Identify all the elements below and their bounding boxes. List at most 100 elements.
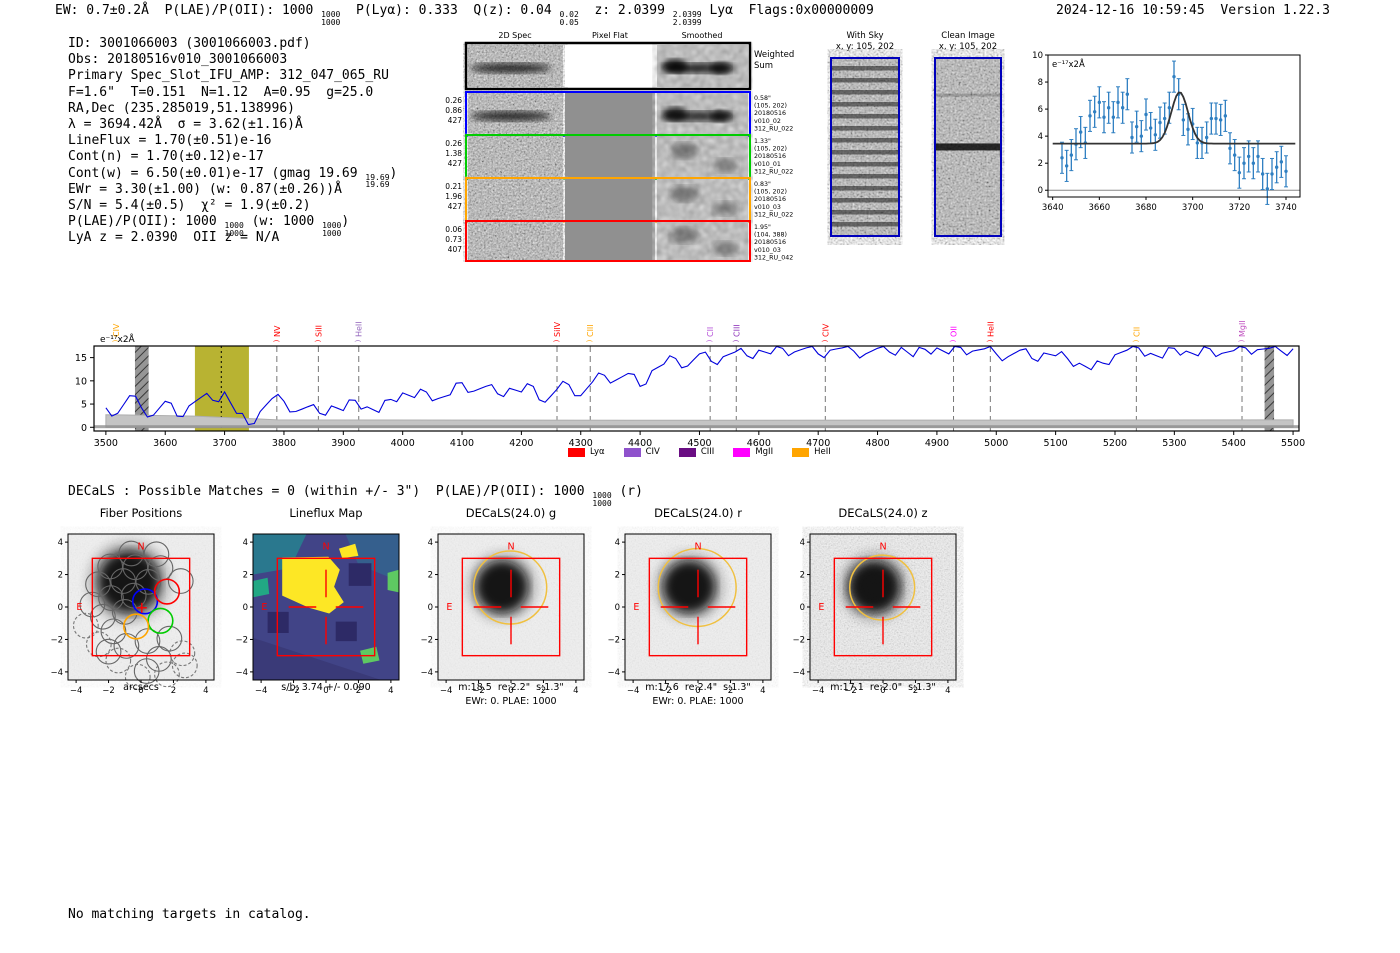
svg-text:4100: 4100 <box>450 438 474 448</box>
svg-text:SiII: SiII <box>314 325 323 337</box>
svg-text:0.06: 0.06 <box>445 225 462 234</box>
svg-text:4: 4 <box>615 538 620 548</box>
svg-text:E: E <box>818 602 824 613</box>
svg-text:2: 2 <box>541 686 546 696</box>
info-line: λ = 3694.42Å σ = 3.62(±1.16)Å <box>68 116 303 132</box>
svg-text:CIII: CIII <box>586 324 595 337</box>
svg-text:4: 4 <box>388 686 393 696</box>
svg-text:4500: 4500 <box>687 438 711 448</box>
cutout-title: DECaLS(24.0) g <box>465 506 557 520</box>
catalog-match-header: DECaLS : Possible Matches = 0 (within +/… <box>68 484 643 508</box>
cutout-caption: s/b: 3.74 +/- 0.090 <box>281 682 371 693</box>
svg-text:−2: −2 <box>659 686 672 696</box>
cutout-title: DECaLS(24.0) r <box>654 506 742 520</box>
svg-text:5400: 5400 <box>1222 438 1246 448</box>
version-label: Version 1.22.3 <box>1220 3 1330 18</box>
svg-text:0.58": 0.58" <box>754 95 771 102</box>
svg-text:−2: −2 <box>50 635 63 645</box>
info-line: Cont(n) = 1.70(±0.12)e-17 <box>68 149 264 165</box>
noise-floor <box>105 414 1294 428</box>
svg-text:−2: −2 <box>235 635 248 645</box>
legend-swatch <box>792 447 810 457</box>
svg-text:3600: 3600 <box>153 438 177 448</box>
svg-text:(105, 202): (105, 202) <box>754 189 787 196</box>
svg-text:x, y: 105, 202: x, y: 105, 202 <box>836 42 894 52</box>
errorbar-series <box>1060 60 1288 205</box>
svg-text:(: ( <box>820 340 828 343</box>
cutout-row: Fiber Positions N E −4 −4 −2 −2 0 0 2 2 4 4 arcsecs Li… <box>0 506 1400 736</box>
cutout-panel-decals-2: DECaLS(24.0) g N E −4 −4 −2 −2 0 0 2 2 4 4 m:18.5 re:… <box>404 506 620 736</box>
svg-text:0.26: 0.26 <box>445 139 462 148</box>
stacked-value: 2.0399 2.0399 <box>672 10 702 27</box>
svg-text:0.21: 0.21 <box>445 182 462 191</box>
info-line: Cont(w) = 6.50(±0.01)e-17 (gmag 19.69 19… <box>68 165 398 190</box>
svg-text:1.96: 1.96 <box>445 192 462 201</box>
legend-item: Lyα <box>568 447 605 457</box>
svg-text:1.38: 1.38 <box>445 149 462 158</box>
svg-text:2: 2 <box>428 571 433 581</box>
svg-text:2: 2 <box>1038 159 1043 169</box>
svg-text:5200: 5200 <box>1103 438 1127 448</box>
info-line: S/N = 5.4(±0.5) χ² = 1.9(±0.2) <box>68 197 311 213</box>
svg-text:4400: 4400 <box>628 438 652 448</box>
svg-text:427: 427 <box>448 116 463 125</box>
svg-text:4: 4 <box>800 538 805 548</box>
svg-text:2: 2 <box>58 571 63 581</box>
svg-text:−2: −2 <box>472 686 485 696</box>
svg-text:−4: −4 <box>70 686 83 696</box>
info-line: ID: 3001066003 (3001066003.pdf) <box>68 36 311 51</box>
cutout-panel-fibers-0: Fiber Positions N E −4 −4 −2 −2 0 0 2 2 4 4 arcsecs <box>34 506 250 736</box>
svg-text:3500: 3500 <box>94 438 118 448</box>
svg-text:Smoothed: Smoothed <box>682 31 723 40</box>
svg-text:OII: OII <box>950 326 959 337</box>
info-line: Primary Spec_Slot_IFU_AMP: 312_047_065_R… <box>68 68 389 84</box>
svg-text:(: ( <box>111 340 119 343</box>
svg-text:2: 2 <box>356 686 361 696</box>
detection-info-block: ID: 3001066003 (3001066003.pdf) Obs: 2018… <box>68 36 397 246</box>
svg-text:10: 10 <box>75 376 87 387</box>
svg-text:E: E <box>633 602 639 613</box>
cutout-caption: EWr: 0. PLAE: 1000 <box>652 696 744 707</box>
aperture-circle <box>657 547 737 628</box>
cutout-title: DECaLS(24.0) z <box>838 506 928 520</box>
svg-text:−4: −4 <box>440 686 453 696</box>
stacked-value: 19.69 19.69 <box>365 172 390 190</box>
svg-text:(: ( <box>985 340 993 343</box>
svg-text:0: 0 <box>1038 186 1043 196</box>
aperture-circle <box>848 554 916 621</box>
svg-text:2: 2 <box>171 686 176 696</box>
svg-text:−4: −4 <box>812 686 825 696</box>
svg-text:E: E <box>261 602 267 613</box>
svg-text:CII: CII <box>706 327 715 337</box>
svg-text:With Sky: With Sky <box>846 31 883 41</box>
cutout-plot: N E −4 −4 −2 −2 0 0 2 2 4 4 <box>420 533 585 696</box>
full-spectrum-plot: CIV (NV (SiII (HeII (SiIV (CIII (CII (CIII (CIV (… <box>75 320 1305 448</box>
svg-text:v010_03: v010_03 <box>754 204 781 211</box>
svg-text:0.26: 0.26 <box>445 96 462 105</box>
stacked-value: 1000 1000 <box>224 221 244 238</box>
svg-text:3740: 3740 <box>1275 203 1297 213</box>
svg-text:2: 2 <box>728 686 733 696</box>
svg-text:4300: 4300 <box>569 438 593 448</box>
svg-text:−4: −4 <box>627 686 640 696</box>
info-line: P(LAE)/P(OII): 1000 1000 1000 (w: 1000 10… <box>68 214 350 238</box>
svg-text:HeII: HeII <box>355 321 364 337</box>
line-markers: CIV (NV (SiII (HeII (SiIV (CIII (CII (CIII (CIV (… <box>111 320 1247 431</box>
svg-text:4: 4 <box>573 686 578 696</box>
info-line: EWr = 3.30(±1.00) (w: 0.87(±0.26))Å <box>68 181 342 197</box>
svg-text:(105, 202): (105, 202) <box>754 146 787 153</box>
svg-text:4: 4 <box>945 686 950 696</box>
svg-text:3700: 3700 <box>212 438 236 448</box>
spectrum-legend: Lyα CIV CIII MgII HeII <box>568 447 831 457</box>
svg-text:v010_02: v010_02 <box>754 118 781 125</box>
svg-text:0: 0 <box>323 686 328 696</box>
info-line: LyA z = 2.0390 OII z = N/A <box>68 230 280 246</box>
svg-text:−4: −4 <box>50 668 63 678</box>
svg-text:MgII: MgII <box>1238 320 1247 337</box>
cutout-plot: N E −4 −4 −2 −2 0 0 2 2 4 4 <box>792 533 957 696</box>
svg-text:3660: 3660 <box>1089 203 1111 213</box>
svg-text:Sum: Sum <box>754 61 773 71</box>
svg-text:1.33": 1.33" <box>754 138 771 145</box>
svg-text:CIII: CIII <box>732 324 741 337</box>
svg-text:SiIV: SiIV <box>553 321 562 337</box>
